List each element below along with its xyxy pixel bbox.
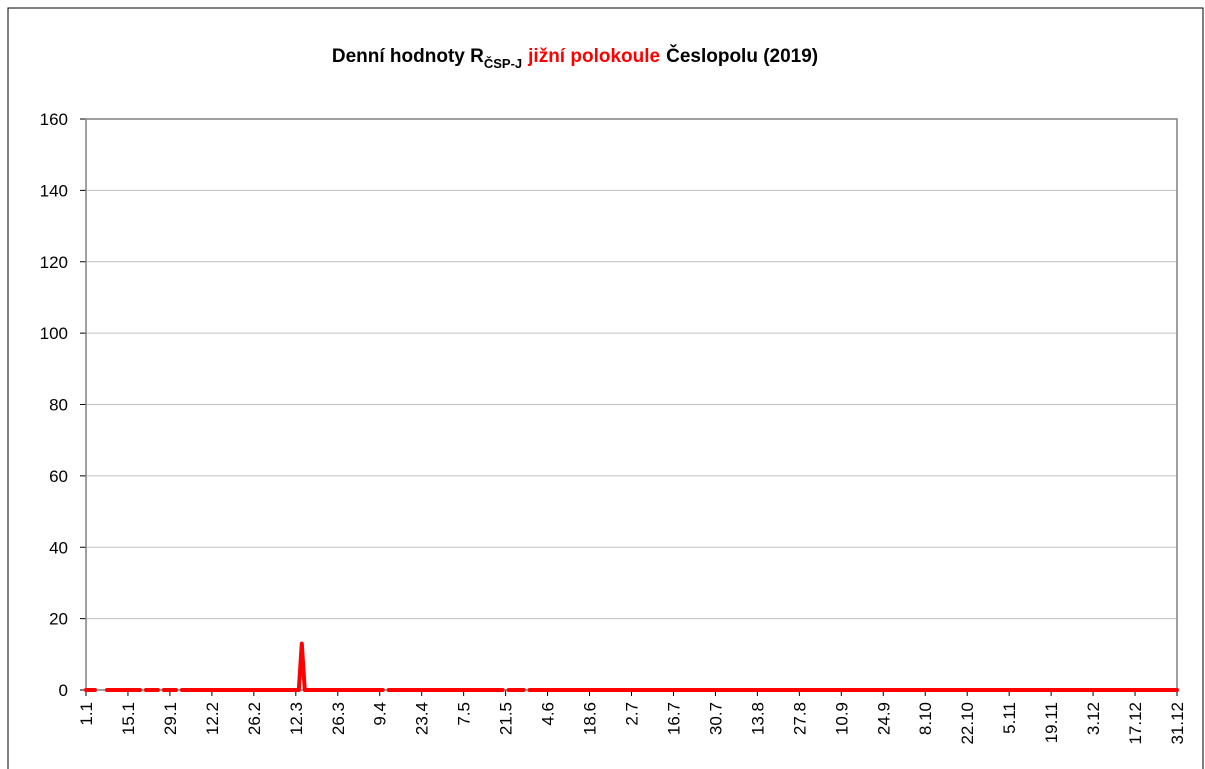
chart-frame (7, 7, 1204, 769)
x-tick-label: 22.10 (958, 702, 977, 745)
x-tick-label: 18.6 (581, 702, 600, 735)
x-tick-label: 2.7 (623, 702, 642, 726)
x-tick-label: 12.3 (287, 702, 306, 735)
y-tick-label: 60 (49, 467, 68, 486)
x-tick-label: 5.11 (1000, 702, 1019, 734)
x-tick-label: 12.2 (203, 702, 222, 735)
x-tick-label: 30.7 (706, 702, 725, 735)
title-subscript: ČSP-J (484, 56, 522, 71)
x-tick-label: 19.11 (1042, 702, 1061, 743)
y-tick-label: 20 (49, 610, 68, 629)
y-tick-label: 140 (40, 181, 68, 200)
y-tick-label: 100 (40, 324, 68, 343)
data-line (84, 641, 1179, 692)
x-tick-label: 10.9 (832, 702, 851, 735)
title-highlight: jižní polokoule (527, 46, 660, 67)
x-tick-label: 7.5 (455, 702, 474, 726)
x-tick-label: 13.8 (748, 702, 767, 735)
x-tick-label: 31.12 (1168, 702, 1187, 745)
y-tick-label: 40 (49, 538, 68, 557)
x-tick-label: 8.10 (916, 702, 935, 735)
x-tick-label: 17.12 (1126, 702, 1145, 745)
x-tick-label: 26.2 (245, 702, 264, 735)
x-tick-label: 23.4 (413, 702, 432, 735)
marks (84, 641, 1179, 692)
x-tick-label: 26.3 (329, 702, 348, 735)
y-tick-label: 0 (59, 681, 68, 700)
x-tick-label: 24.9 (874, 702, 893, 735)
chart-title: Denní hodnoty RČSP-J jižní polokoule Česlo… (332, 45, 818, 71)
title-part: Denní hodnoty R (332, 46, 484, 67)
x-tick-label: 1.1 (77, 702, 96, 726)
x-tick-label: 29.1 (161, 702, 180, 735)
title-part: Česlopolu (2019) (666, 45, 818, 67)
x-tick-label: 4.6 (539, 702, 558, 726)
x-tick-label: 9.4 (371, 702, 390, 726)
x-tick-label: 21.5 (497, 702, 516, 735)
x-tick-label: 27.8 (790, 702, 809, 735)
y-tick-label: 160 (40, 110, 68, 129)
x-tick-label: 15.1 (119, 702, 138, 735)
x-tick-label: 3.12 (1084, 702, 1103, 735)
x-tick-label: 16.7 (664, 702, 683, 735)
y-tick-label: 80 (49, 396, 68, 415)
y-tick-label: 120 (40, 253, 68, 272)
